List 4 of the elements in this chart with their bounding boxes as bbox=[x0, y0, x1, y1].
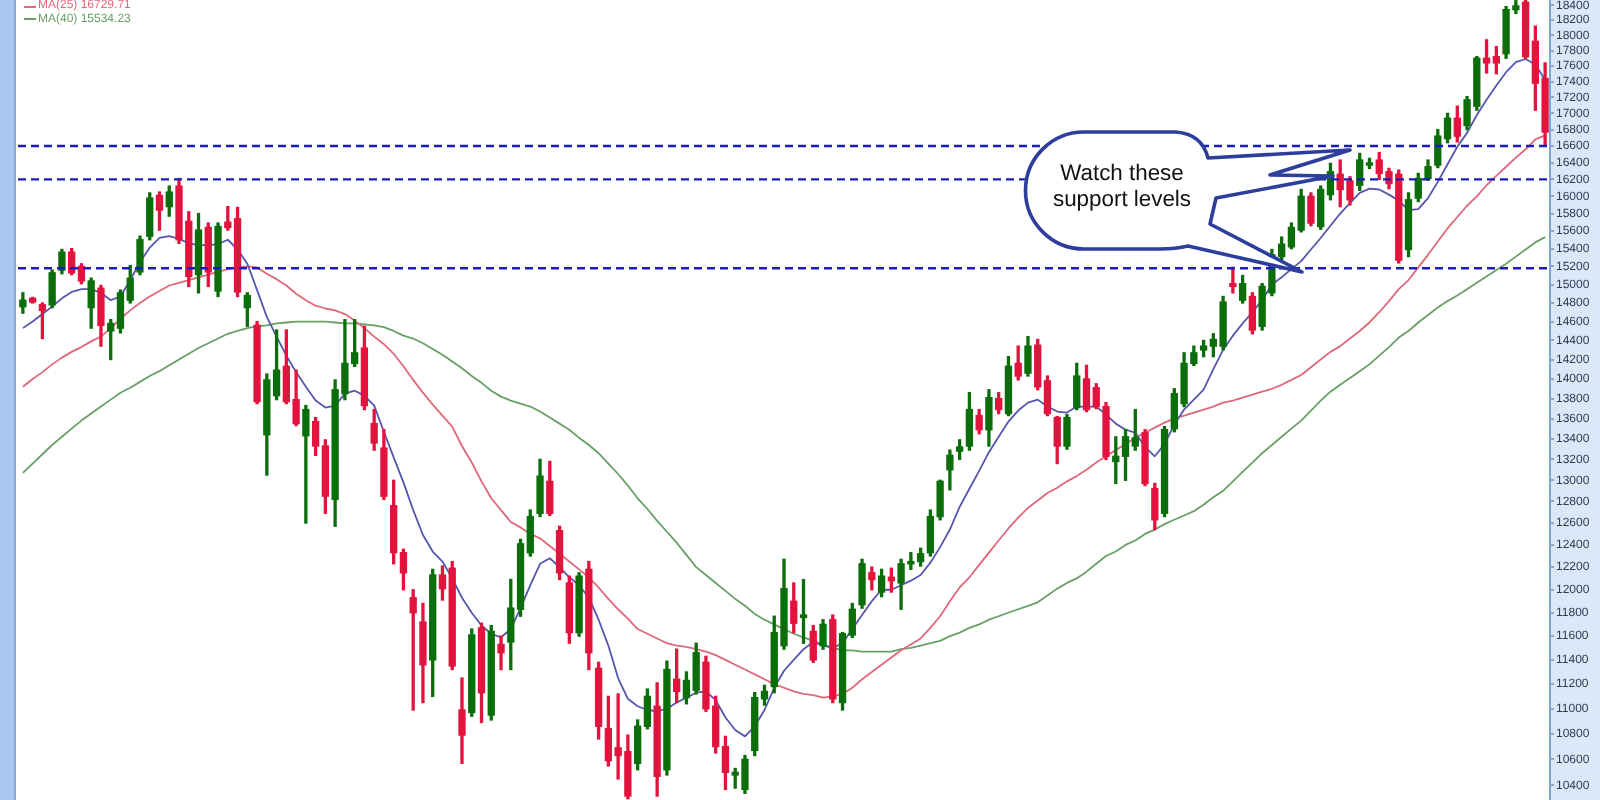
candlestick bbox=[302, 404, 310, 524]
annotation: Watch these support levels bbox=[1050, 161, 1194, 216]
candlestick bbox=[497, 635, 505, 671]
candlestick bbox=[1229, 266, 1237, 294]
